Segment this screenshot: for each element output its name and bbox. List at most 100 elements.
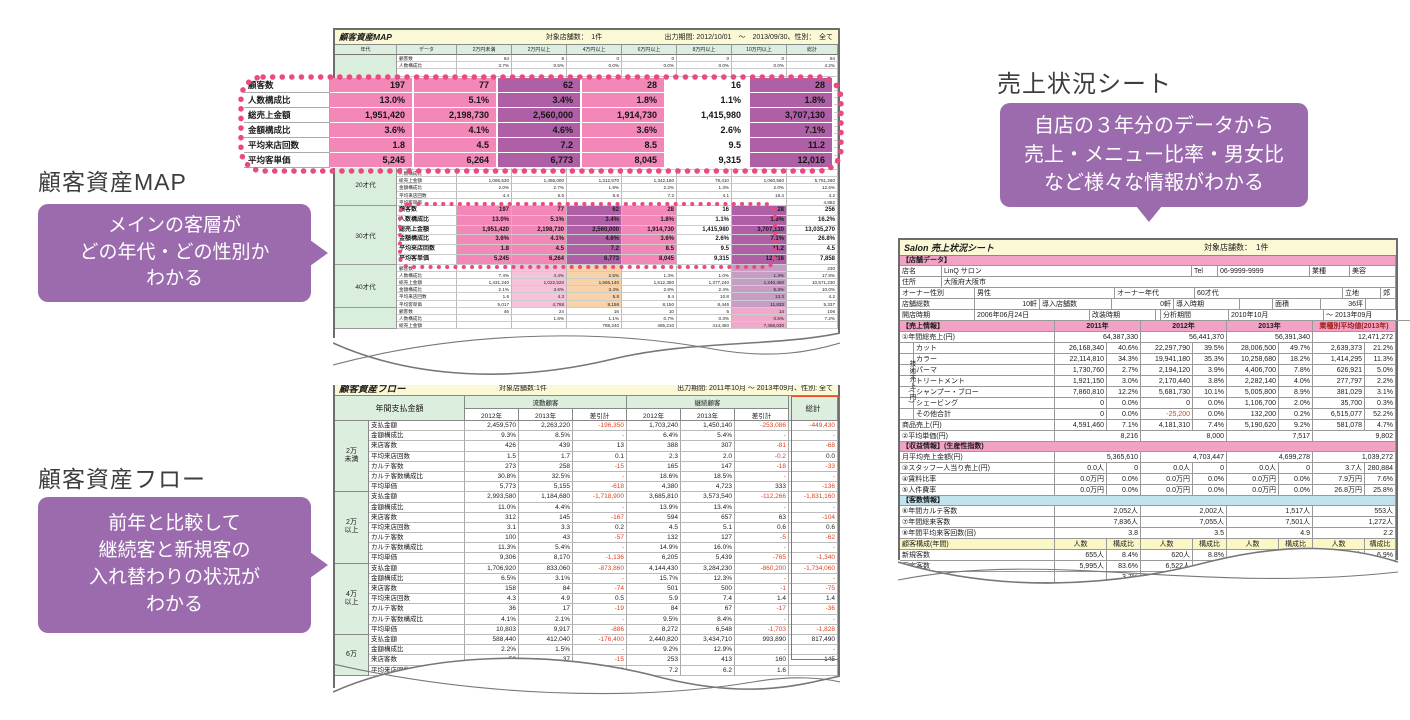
sales-cell [900,398,914,409]
sales-cell: 0.0万円 [1141,474,1193,485]
flow-cell: 14.9% [627,543,681,554]
map-col-header: 年代 [335,45,397,55]
flow-cell: -74 [573,584,627,595]
map-cell: 3.6% [457,235,512,246]
sales-cell: 美容 [1350,266,1396,277]
map-highlight-cell: 3.6% [582,123,666,138]
flow-cell: 4.3 [465,594,519,605]
map-highlight-enlarged-rows: 顧客数 197 77 62 28 16 28 人数構成比 13.0% 5.1% 3.4% 1.8% 1.… [244,78,834,168]
map-row: 平均来店回数 4.4 6.6 6.6 7.2 4.1 16.4 4.2 [397,191,838,199]
highlight-dotted-box-small [398,202,777,269]
sales-cell: 7.9万円 [1313,474,1365,485]
flow-cell: -196,350 [573,421,627,432]
map-cell: 11,833 [732,300,787,308]
map-row: 顧客数 46 24 16 10 5 14 106 [397,307,838,316]
map-meta-stores: 対象店舗数： 1件 [545,34,603,41]
map-highlight-cell: 8,045 [582,153,666,168]
map-cell: 8,150 [622,300,677,308]
map-cell [622,170,677,178]
map-cell: 0.5% [732,315,787,323]
flow-cell: - [789,471,838,483]
sales-cell: 86.9% [1193,561,1227,572]
flow-row-label: 金額構成比 [369,645,465,656]
callout-line: わかる [145,268,203,290]
map-row-label: 平均来店回数 [397,293,457,301]
flow-cell: 0.0 [789,451,838,462]
sales-cell: 277,797 [1313,376,1365,387]
flow-cell: 3,685,810 [627,492,681,503]
sales-cell: 0 [1055,409,1107,420]
sales-cell: 553人 [1313,506,1396,517]
map-cell: 13.3 [732,293,787,301]
sales-cell: 1,106,700 [1227,398,1279,409]
map-cell: 10.0% [787,286,838,294]
highlight-dotted-box-large [238,74,844,174]
sales-cell: 4,699,278 [1227,452,1313,463]
sales-cell: 0.0万円 [1227,474,1279,485]
flow-cell: 5,439 [681,553,735,564]
flow-row: 来店客数 158 84 -74 501 500 -1 -75 [369,584,838,595]
sales-cell: 0.0万円 [1055,474,1107,485]
flow-cell: 8,170 [519,553,573,564]
map-cell: 2.5% [567,271,622,280]
sales-cell: 人数 [1313,539,1365,550]
callout-line: メインの客層が [107,214,241,236]
sales-cell: 2.2% [1365,376,1396,387]
map-row: 金額構成比 2.1% 3.6% 3.4% 2.8% 2.4% 5.3% 10.0% [397,286,838,294]
map-section: 20才代顧客数人数構成比総売上金額1,065,5301,455,0001,312… [335,162,838,206]
flow-cell: 5.9 [627,594,681,605]
map-cell: 2.4% [677,286,732,294]
map-cell: 13,035,270 [787,225,838,236]
flow-cell: 253 [627,655,681,666]
flow-cell: -176,400 [573,634,627,646]
sales-cell: 業種別平均値(2013年) [1313,321,1396,332]
flow-cell: -104 [789,512,838,523]
sales-cell: 店舗総数 [900,299,975,310]
flow-header-cell: 継続顧客 [627,396,789,409]
sales-cell: 56,441,370 [1141,332,1227,343]
sales-cell: 7.6% [1365,474,1396,485]
flow-row-label: 平均単価 [369,482,465,493]
flow-cell: 7.2 [627,665,681,676]
sales-cell: 1,272人 [1313,517,1396,528]
map-section: 30才代 顧客数 197 77 62 28 16 28 256 人数構成比 13.0% 5.1% 3.4… [335,205,838,265]
sales-cell: 固定客数 [900,561,1055,572]
map-cell [567,170,622,178]
sales-cell [1240,299,1273,310]
flow-cell: 588,440 [465,634,519,646]
flow-cell: 1.5% [519,645,573,656]
map-col-header: 2万円以上 [512,45,567,55]
map-sheet-heading: 顧客資産MAP [38,169,187,195]
sales-cell: 6.2% [1193,572,1227,583]
flow-cell: -765 [735,553,789,564]
sales-row: ④賃料比率 0.0万円 0.0% 0.0万円 0.0% 0.0万円 0.0% 7.9万円 7.6… [900,474,1396,485]
flow-cell: 3,284,230 [681,563,735,574]
map-highlight-cell: 4.5 [414,138,498,153]
sales-cell: 0.3% [1365,398,1396,409]
flow-cell: 2,459,570 [465,421,519,432]
flow-header-cell: 流動顧客 [465,396,627,409]
flow-cell: -0.2 [735,451,789,462]
sales-cell: その他合計 [914,409,1055,420]
map-cell: 8.4 [622,293,677,301]
flow-cell: -18 [735,461,789,472]
sales-cell: 36坪 [1321,299,1366,310]
map-highlight-cell: 12,016 [750,153,834,168]
sales-cell: 導入店舗数 [1040,299,1112,310]
flow-cell: - [789,502,838,513]
sales-cell: 立地 [1343,288,1381,299]
map-cell: 256 [787,205,838,216]
flow-cell: - [573,502,627,513]
map-cell: 0.0% [567,62,622,70]
map-section-rows: 顧客数 230 人数構成比 7.4% 4.4% 2.5% 1.3% 1.0% 1.3% 17.8%… [397,264,838,308]
sales-cell: 0 [1107,463,1141,474]
map-highlight-cell: 3.6% [330,123,414,138]
map-row-label: 顧客数 [397,205,457,216]
sales-cell: 12,471,272 [1313,332,1396,343]
map-highlight-label: 総売上金額 [244,108,330,123]
sales-cell: 0.0% [1107,409,1141,420]
flow-cell: 413 [681,655,735,666]
map-cell: 0 [677,55,732,63]
sales-cell: オーナー年代 [1115,288,1195,299]
map-cell: 3.6% [512,286,567,294]
